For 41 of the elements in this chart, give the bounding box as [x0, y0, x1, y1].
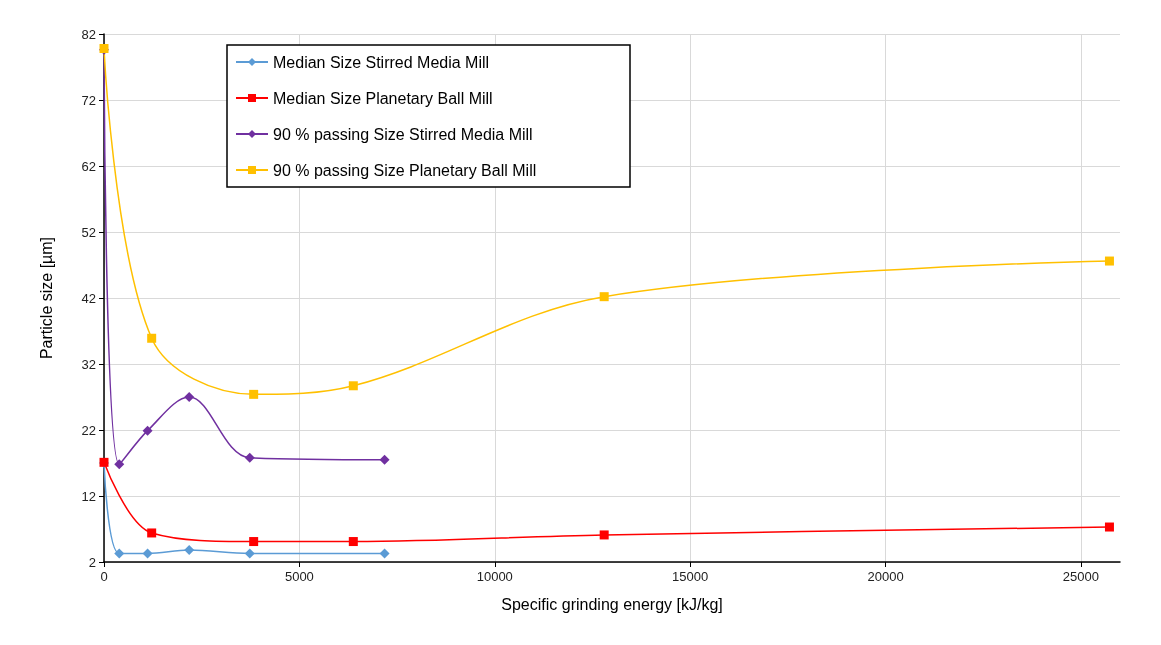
y-tick-label: 72 [81, 92, 96, 108]
point [147, 528, 157, 538]
y-tick-label: 32 [81, 356, 96, 372]
legend-label: 90 % passing Size Planetary Ball Mill [273, 161, 537, 179]
y-tick-label: 2 [88, 554, 96, 570]
point [379, 548, 390, 559]
x-tick-label: 5000 [284, 569, 314, 584]
point [599, 292, 609, 302]
point [599, 530, 609, 540]
y-tick-label: 82 [81, 26, 96, 42]
point [1104, 522, 1114, 532]
point [244, 548, 255, 559]
point [184, 545, 195, 556]
x-tick-label: 25000 [1062, 569, 1099, 584]
legend-label: Median Size Stirred Media Mill [273, 53, 490, 71]
point [142, 548, 153, 559]
point [348, 537, 358, 547]
point [114, 548, 125, 559]
point [348, 381, 358, 391]
point [249, 389, 259, 399]
point [1104, 256, 1114, 266]
legend-label: 90 % passing Size Stirred Media Mill [273, 125, 533, 143]
point [244, 452, 255, 463]
point [249, 537, 259, 547]
point [379, 454, 390, 465]
x-tick-label: 0 [100, 569, 108, 584]
y-tick-label: 42 [81, 290, 96, 306]
point [147, 333, 157, 343]
legend-label: Median Size Planetary Ball Mill [273, 89, 493, 107]
y-tick-label: 12 [81, 488, 96, 504]
x-tick-label: 10000 [476, 569, 513, 584]
y-tick-label: 22 [81, 422, 96, 438]
x-tick-label: 20000 [867, 569, 904, 584]
point [142, 425, 153, 436]
y-axis-title: Particle size [µm] [37, 236, 55, 360]
y-tick-label: 52 [81, 224, 96, 240]
point [114, 459, 125, 470]
x-tick-label: 15000 [672, 569, 709, 584]
y-tick-label: 62 [81, 158, 96, 174]
point [184, 392, 195, 402]
x-axis-title: Specific grinding energy [kJ/kg] [501, 595, 723, 613]
